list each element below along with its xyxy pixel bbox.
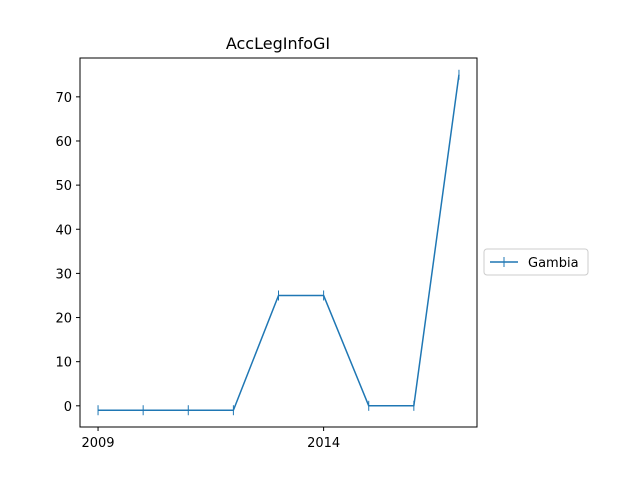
legend-box [483,248,589,276]
x-axis: 2009 2014 [81,427,340,451]
y-tick-label: 10 [55,356,72,371]
chart-title: AccLegInfoGI [226,34,330,53]
y-tick-label: 30 [55,267,72,282]
y-tick-label: 50 [55,179,72,194]
legend: Gambia [483,248,589,276]
y-axis: 0 10 20 30 40 50 60 70 [55,91,80,415]
y-tick-label: 20 [55,312,72,327]
legend-label: Gambia [528,256,579,271]
x-tick-label: 2009 [81,436,114,451]
x-tick-label: 2014 [307,436,340,451]
y-tick-label: 40 [55,223,72,238]
y-tick-label: 0 [64,400,72,415]
plot-area [97,69,460,416]
axes-frame [79,57,478,428]
y-tick-label: 60 [55,135,72,150]
y-tick-label: 70 [55,91,72,106]
